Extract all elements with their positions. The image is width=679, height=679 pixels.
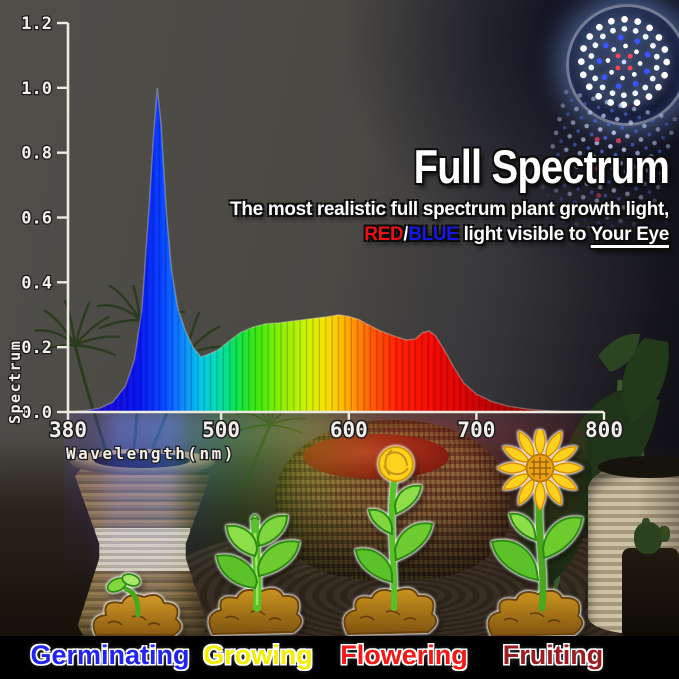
svg-text:0.8: 0.8 <box>21 144 52 164</box>
stage-label-germinating: Germinating <box>30 640 190 670</box>
led-array <box>578 16 670 108</box>
axis-tick-labels: 380 500 600 700 800 0.0 0.2 0.4 0.6 0.8 1.0 1.2 <box>20 13 624 444</box>
headline-block: Full Spectrum The most realistic full sp… <box>109 140 670 248</box>
led-bulb-reflection <box>529 87 679 253</box>
wicker-table-top <box>70 449 215 475</box>
svg-text:800: 800 <box>585 418 623 442</box>
svg-text:0.4: 0.4 <box>21 273 52 293</box>
svg-text:1.2: 1.2 <box>21 14 52 34</box>
svg-text:700: 700 <box>457 418 495 442</box>
basket-opening <box>597 456 679 478</box>
spectrum-curve-edge <box>67 87 585 413</box>
stage-label-fruiting: Fruiting <box>502 640 604 670</box>
fruiting-plant-illustration <box>487 430 584 638</box>
cactus-photo <box>634 522 662 554</box>
svg-text:0.0: 0.0 <box>21 403 52 423</box>
x-axis-label: Wavelength(nm) <box>66 444 236 463</box>
y-axis-label: Spectrum <box>6 340 24 424</box>
red-word: RED <box>364 223 404 246</box>
svg-text:380: 380 <box>49 418 87 442</box>
chair-cushion <box>303 434 449 480</box>
flowering-plant-illustration <box>343 446 438 636</box>
slash: / <box>403 223 409 246</box>
svg-text:0.6: 0.6 <box>21 209 52 229</box>
subtitle-line2-rest: light visible to <box>458 223 591 246</box>
subtitle-line1: The most realistic full spectrum plant g… <box>230 198 669 220</box>
axis-ticks <box>57 21 606 420</box>
growing-plant-illustration <box>208 514 303 636</box>
stage-label-growing: Growing <box>203 640 313 670</box>
svg-text:1.0: 1.0 <box>21 79 52 99</box>
table-pot <box>94 453 190 468</box>
svg-text:0.2: 0.2 <box>21 338 52 358</box>
spectrum-banding <box>68 87 585 413</box>
svg-text:500: 500 <box>202 418 240 442</box>
underlined-phrase: Your Eye <box>590 223 670 246</box>
svg-text:600: 600 <box>330 418 368 442</box>
germinating-plant-illustration <box>92 573 182 636</box>
page-title: Full Spectrum <box>413 140 670 193</box>
dark-plant-pot-photo <box>622 522 679 640</box>
subtitle-line2: RED/BLUE light visible to Your Eye <box>126 222 669 247</box>
stage-label-flowering: Flowering <box>340 640 468 670</box>
wicker-table-band <box>95 527 190 571</box>
blue-word: BLUE <box>408 223 459 246</box>
growth-stages-bar: Germinating Growing Flowering Fruiting <box>0 636 679 679</box>
